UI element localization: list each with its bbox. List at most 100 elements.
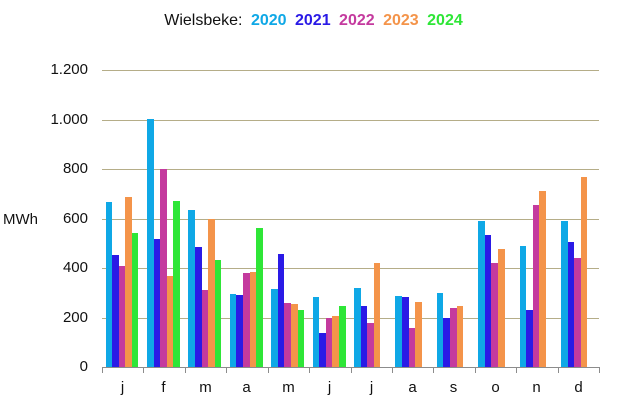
bar-2021-s <box>443 317 451 367</box>
bar-2022-d <box>574 257 581 367</box>
y-axis-label: MWh <box>3 211 38 228</box>
bar-2023-m <box>208 219 215 367</box>
bar-2020-s <box>436 292 444 367</box>
bar-2022-a <box>242 272 250 367</box>
y-tick-label: 600 <box>62 210 88 227</box>
bar-2024-f <box>173 201 180 367</box>
x-tick-label: n <box>532 379 541 396</box>
bar-2021-j <box>319 333 326 367</box>
bar-2022-j <box>118 266 126 367</box>
bar-2020-f <box>146 118 154 367</box>
bar-2022-o <box>491 263 499 367</box>
x-tick-mark <box>185 367 186 373</box>
bar-2024-j <box>131 233 139 367</box>
title-prefix: Wielsbeke: <box>164 12 243 29</box>
bar-2022-a <box>408 328 416 367</box>
bar-2021-m <box>277 253 285 367</box>
bar-2023-j <box>373 263 381 367</box>
y-tick-label: 800 <box>62 160 88 177</box>
bar-2021-d <box>567 242 575 367</box>
x-tick-mark <box>102 367 103 373</box>
x-tick-mark <box>351 367 352 373</box>
bar-2020-j <box>312 296 320 367</box>
bar-2023-d <box>580 176 588 367</box>
bar-2023-j <box>125 196 132 367</box>
x-tick-mark <box>226 367 227 373</box>
x-tick-label: j <box>120 379 125 396</box>
x-tick-label: o <box>491 379 500 396</box>
x-tick-label: f <box>161 379 166 396</box>
bar-2020-a <box>395 295 402 367</box>
bar-2024-m <box>297 310 305 367</box>
gridline <box>102 318 599 319</box>
x-tick-label: s <box>449 379 458 396</box>
bar-2021-j <box>360 306 368 367</box>
bar-2021-m <box>194 247 202 367</box>
bar-2023-o <box>498 248 505 367</box>
bar-2023-f <box>166 276 174 367</box>
x-tick-mark <box>268 367 269 373</box>
y-tick-label: 1.200 <box>50 61 88 78</box>
x-tick-label: j <box>327 379 332 396</box>
bar-2020-a <box>229 293 237 367</box>
bar-2021-a <box>402 296 409 367</box>
bar-2022-s <box>450 307 457 367</box>
x-axis <box>102 367 599 368</box>
bar-2022-f <box>160 169 167 367</box>
bar-2023-m <box>290 304 298 367</box>
bar-2021-n <box>526 309 533 367</box>
x-tick-mark <box>433 367 434 373</box>
bar-2024-a <box>256 227 263 367</box>
bar-2020-j <box>354 287 361 367</box>
bar-2021-f <box>153 239 161 367</box>
legend-2023: 2023 <box>383 12 419 29</box>
gridline <box>102 219 599 220</box>
bar-2023-n <box>539 190 547 367</box>
bar-2021-o <box>484 235 492 367</box>
bar-2023-a <box>415 301 422 367</box>
x-tick-label: a <box>242 379 251 396</box>
x-tick-mark <box>475 367 476 373</box>
x-tick-mark <box>599 367 600 373</box>
bar-2022-m <box>201 289 209 367</box>
bar-2022-j <box>367 322 374 367</box>
legend-2022: 2022 <box>339 12 375 29</box>
bar-2022-j <box>325 317 333 367</box>
bar-2024-m <box>214 260 222 367</box>
x-tick-label: a <box>408 379 417 396</box>
bar-2022-m <box>284 303 291 367</box>
y-tick-label: 1.000 <box>50 111 88 128</box>
y-tick-label: 0 <box>79 358 88 375</box>
x-tick-label: d <box>574 379 583 396</box>
x-tick-mark <box>143 367 144 373</box>
bar-2023-j <box>332 316 339 367</box>
bar-2020-o <box>478 221 485 367</box>
bar-2020-m <box>188 209 195 367</box>
x-tick-label: m <box>282 379 295 396</box>
gridline <box>102 120 599 121</box>
bar-2023-a <box>249 271 257 367</box>
bar-2024-j <box>338 305 346 367</box>
x-tick-mark <box>392 367 393 373</box>
gridline <box>102 268 599 269</box>
x-tick-label: j <box>369 379 374 396</box>
x-tick-label: m <box>199 379 212 396</box>
y-tick-label: 200 <box>62 309 88 326</box>
bar-2020-d <box>561 220 568 367</box>
legend-2024: 2024 <box>427 12 463 29</box>
bar-2020-j <box>105 201 113 367</box>
gridline <box>102 169 599 170</box>
bar-2020-n <box>519 245 527 367</box>
legend-2020: 2020 <box>250 12 287 29</box>
x-tick-mark <box>558 367 559 373</box>
bar-2023-s <box>456 305 464 367</box>
bar-2022-n <box>532 204 540 367</box>
bar-2021-a <box>236 294 243 367</box>
x-tick-mark <box>516 367 517 373</box>
legend-2021: 2021 <box>295 12 331 29</box>
y-tick-label: 400 <box>62 259 88 276</box>
chart-title: Wielsbeke: 2020 2021 2022 2023 2024 <box>0 12 627 30</box>
bar-2021-j <box>112 255 119 367</box>
gridline <box>102 70 599 71</box>
